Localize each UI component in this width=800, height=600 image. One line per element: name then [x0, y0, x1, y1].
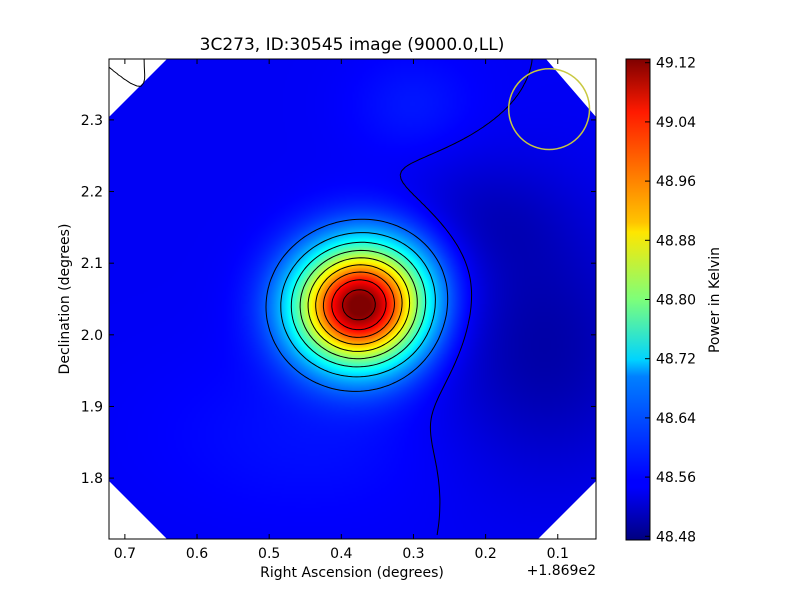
contour-line: [322, 271, 395, 338]
x-tick-label: 0.1: [547, 546, 569, 562]
corner-mask: [109, 481, 167, 539]
x-tick-label: 0.5: [258, 546, 280, 562]
x-axis: 0.7 0.6 0.5 0.4 0.3 0.2 0.1: [114, 59, 569, 562]
contour-line: [315, 264, 403, 345]
colorbar-label: Power in Kelvin: [707, 247, 723, 353]
x-tick-label: 0.4: [330, 546, 352, 562]
contour-line: [307, 257, 411, 352]
contour-line: [342, 289, 376, 321]
contour-line: [331, 279, 387, 331]
y-tick-label: 2.1: [81, 256, 103, 272]
chart-title: 3C273, ID:30545 image (9000.0,LL): [200, 35, 505, 55]
colorbar-tick-label: 48.64: [656, 411, 696, 427]
contour-line: [299, 249, 418, 360]
y-tick-label: 2.3: [81, 113, 103, 129]
x-tick-label: 0.7: [114, 546, 136, 562]
colorbar-tick-label: 49.04: [656, 115, 696, 131]
colorbar-tick-label: 48.56: [656, 470, 696, 486]
colorbar-tick-label: 48.72: [656, 352, 696, 368]
contour-line: [290, 241, 427, 368]
x-tick-label: 0.3: [402, 546, 424, 562]
x-tick-label: 0.6: [186, 546, 208, 562]
x-tick-label: 0.2: [474, 546, 496, 562]
x-axis-label: Right Ascension (degrees): [260, 565, 444, 581]
beam-circle: [507, 67, 591, 151]
corner-masks: [109, 59, 596, 539]
contour-line: [109, 59, 533, 536]
heatmap-image: [109, 59, 596, 539]
corner-mask: [546, 59, 596, 117]
x-offset-label: +1.869e2: [527, 563, 596, 579]
contour-line: [265, 218, 449, 392]
colorbar-tick-label: 48.80: [656, 293, 696, 309]
colorbar-tick-label: 48.88: [656, 233, 696, 249]
contour-line: [280, 232, 436, 378]
y-tick-label: 1.8: [81, 471, 103, 487]
colorbar: 49.12 49.04 48.96 48.88 48.80 48.72 48.64 48.56…: [625, 56, 723, 545]
plot-frame: [108, 58, 597, 540]
y-tick-label: 1.9: [81, 399, 103, 415]
colorbar-ticks: 49.12 49.04 48.96 48.88 48.80 48.72 48.64 48.56…: [645, 56, 696, 545]
colorbar-tick-label: 48.96: [656, 174, 696, 190]
contour-lines: [109, 59, 533, 536]
corner-mask: [109, 59, 167, 117]
y-tick-label: 2.0: [81, 328, 103, 344]
y-axis-label: Declination (degrees): [57, 224, 73, 375]
plot-area: [108, 58, 597, 540]
y-axis: 1.8 1.9 2.0 2.1 2.2 2.3: [81, 113, 596, 487]
y-tick-label: 2.2: [81, 185, 103, 201]
colorbar-tick-label: 48.48: [656, 529, 696, 545]
corner-mask: [538, 481, 596, 539]
colorbar-tick-label: 49.12: [656, 56, 696, 72]
